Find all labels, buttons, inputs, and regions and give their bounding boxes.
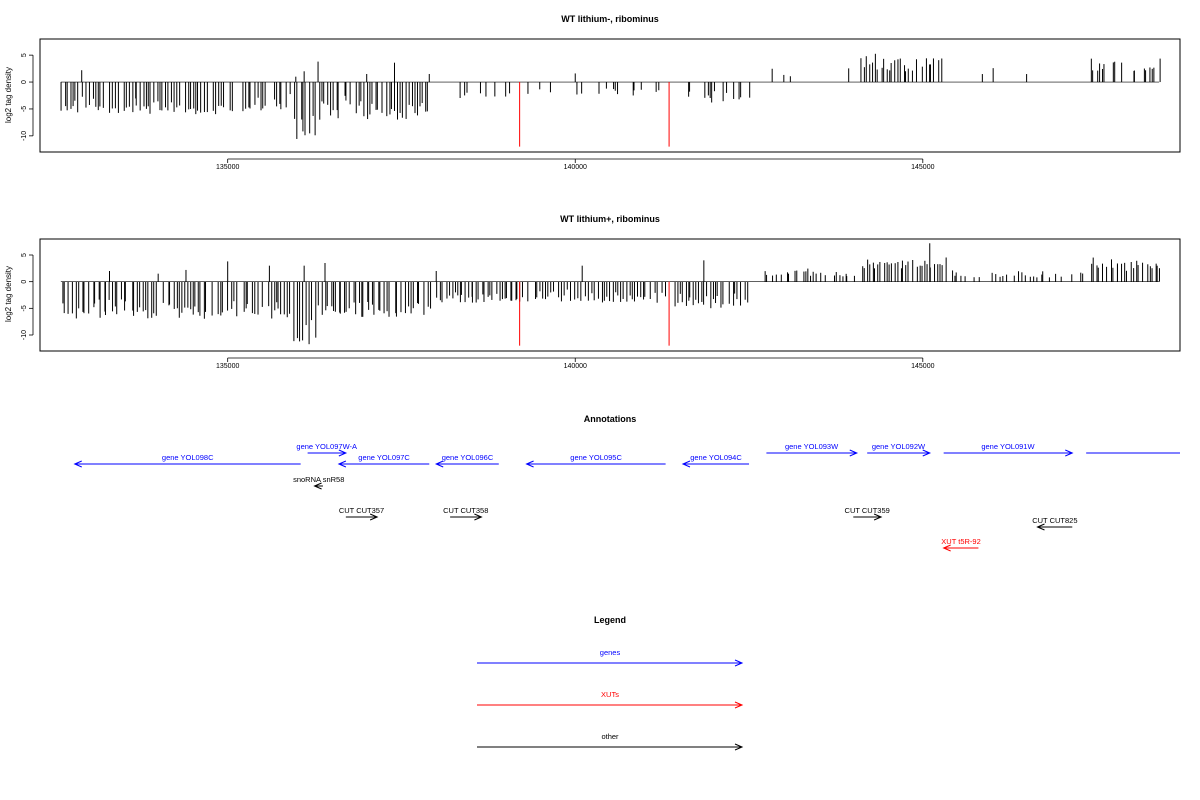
feature-label: CUT CUT358 [443, 506, 488, 515]
y-tick-label: 0 [21, 80, 28, 84]
y-axis: -10 -5 0 5 [21, 253, 34, 340]
feature-arrowhead [525, 460, 534, 468]
x-tick-label: 135000 [216, 363, 239, 370]
feature-arrowhead [313, 482, 322, 490]
x-tick-label: 145000 [911, 363, 934, 370]
feature-label: gene YOL097C [358, 453, 410, 462]
x-tick-label: 140000 [564, 363, 587, 370]
legend-label: genes [600, 648, 621, 657]
y-axis: -10 -5 0 5 [21, 53, 34, 141]
plot-frame [39, 38, 1181, 153]
x-tick-label: 145000 [911, 164, 934, 171]
panel-title: WT lithium-, ribominus [561, 14, 659, 24]
feature-label: gene YOL097W-A [296, 442, 357, 451]
y-axis-label: log2 tag density [4, 266, 13, 322]
feature-label: XUT t5R-92 [941, 537, 980, 546]
feature-label: CUT CUT357 [339, 506, 384, 515]
feature-arrowhead [369, 513, 379, 521]
feature-label: snoRNA snR58 [293, 475, 344, 484]
x-axis: 135000 140000 145000 [216, 357, 935, 370]
y-tick-label: 5 [21, 53, 28, 57]
feature-arrowhead [942, 544, 951, 552]
legend-arrowhead [734, 659, 744, 667]
feature-arrowhead [337, 460, 347, 468]
feature-arrowhead [338, 449, 348, 457]
feature-label: gene YOL098C [162, 453, 214, 462]
y-tick-label: 0 [21, 280, 28, 284]
x-tick-label: 135000 [216, 164, 239, 171]
feature-label: gene YOL094C [690, 453, 742, 462]
feature-arrowhead [849, 449, 859, 457]
highlight-bars [519, 82, 670, 147]
feature-arrowhead [1036, 523, 1045, 531]
feature-label: gene YOL091W [981, 442, 1035, 451]
feature-label: gene YOL093W [785, 442, 839, 451]
y-tick-label: -10 [21, 131, 28, 141]
feature-label: gene YOL096C [442, 453, 494, 462]
y-tick-label: -5 [21, 106, 28, 112]
legend: Legend genes XUTs other [477, 615, 744, 751]
feature-arrowhead [434, 460, 444, 468]
density-bars [60, 53, 1161, 139]
feature-arrowhead [474, 513, 483, 521]
legend-label: other [601, 732, 619, 741]
feature-label: gene YOL092W [872, 442, 926, 451]
panel-title: WT lithium+, ribominus [560, 214, 660, 224]
y-tick-label: 5 [21, 253, 28, 257]
density-bars [60, 243, 1160, 345]
highlight-bars [519, 281, 670, 346]
density-panel-lithium-plus: WT lithium+, ribominus log2 tag density … [4, 214, 1181, 370]
feature-arrowhead [873, 513, 883, 521]
feature-arrowhead [922, 449, 932, 457]
y-tick-label: -5 [21, 305, 28, 311]
y-axis-label: log2 tag density [4, 67, 13, 123]
feature-label: CUT CUT359 [845, 506, 890, 515]
legend-label: XUTs [601, 690, 619, 699]
feature-label: CUT CUT825 [1032, 516, 1077, 525]
y-tick-label: -10 [21, 330, 28, 340]
annotations-title: Annotations [584, 414, 637, 424]
legend-arrowhead [734, 701, 744, 709]
x-axis: 135000 140000 145000 [216, 158, 935, 171]
feature-arrowhead [681, 460, 691, 468]
density-panel-lithium-minus: WT lithium-, ribominus log2 tag density … [4, 14, 1181, 171]
plot-frame [39, 238, 1181, 352]
feature-arrowhead [73, 460, 82, 468]
legend-arrowhead [734, 743, 744, 751]
legend-items: genes XUTs other [477, 648, 744, 751]
x-tick-label: 140000 [564, 164, 587, 171]
legend-title: Legend [594, 615, 626, 625]
feature-arrowhead [1065, 449, 1074, 457]
feature-label: gene YOL095C [570, 453, 622, 462]
